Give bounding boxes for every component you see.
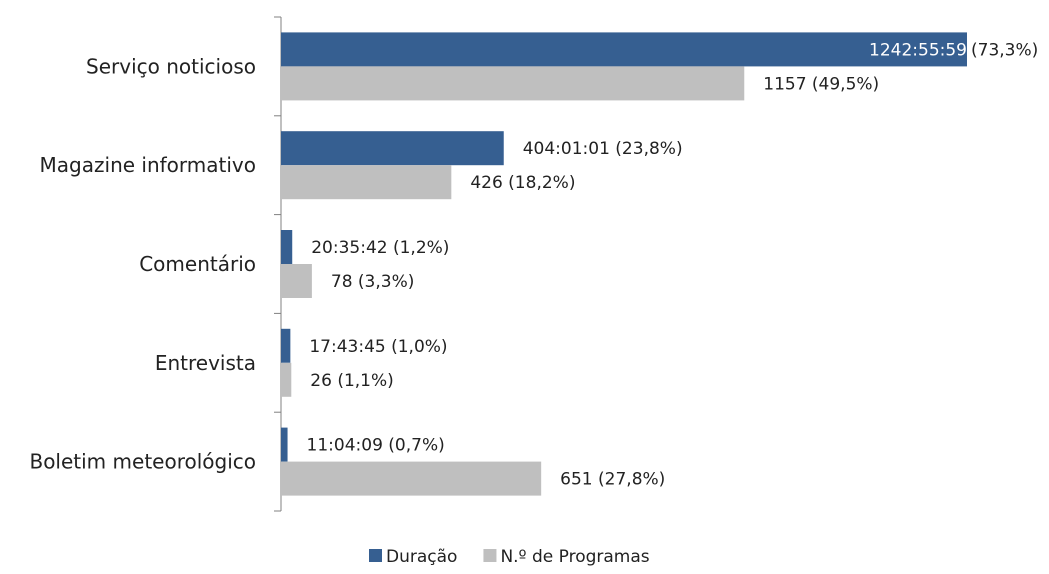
axis-layer bbox=[274, 16, 282, 512]
data-label: 11:04:09 (0,7%) bbox=[307, 436, 445, 456]
data-label: 78 (3,3%) bbox=[331, 272, 415, 292]
bar-n-programas bbox=[281, 165, 452, 200]
bar-n-programas bbox=[281, 66, 745, 101]
category-label: Entrevista bbox=[155, 351, 256, 375]
legend: Duração N.º de Programas bbox=[369, 547, 650, 567]
data-label: 20:35:42 (1,2%) bbox=[311, 238, 449, 258]
category-label: Serviço noticioso bbox=[86, 54, 256, 78]
bar-duracao bbox=[281, 230, 293, 264]
legend-label: N.º de Programas bbox=[500, 547, 649, 567]
data-label: 26 (1,1%) bbox=[310, 371, 394, 391]
bar-n-programas bbox=[281, 461, 542, 496]
bar-n-programas bbox=[281, 264, 312, 298]
labels-layer: Serviço noticioso 1242:55:59 (73,3%) 1157 (… bbox=[29, 40, 1038, 489]
bar-duracao bbox=[281, 32, 967, 67]
category-label: Magazine informativo bbox=[40, 153, 256, 177]
bar-duracao bbox=[281, 131, 504, 166]
category-label: Comentário bbox=[139, 252, 256, 276]
legend-swatch-n-programas bbox=[483, 549, 497, 562]
legend-swatch-duracao bbox=[369, 549, 382, 562]
data-label: 651 (27,8%) bbox=[560, 470, 665, 490]
data-label: 426 (18,2%) bbox=[470, 173, 575, 193]
legend-label: Duração bbox=[386, 547, 457, 567]
data-label: 17:43:45 (1,0%) bbox=[309, 337, 447, 357]
bar-duracao bbox=[281, 328, 291, 363]
data-label: 404:01:01 (23,8%) bbox=[523, 139, 683, 159]
data-label: 1157 (49,5%) bbox=[763, 74, 879, 94]
data-label: 1242:55:59 bbox=[869, 40, 967, 60]
data-label-percent: (73,3%) bbox=[971, 40, 1038, 60]
bar-duracao bbox=[281, 427, 288, 462]
bars-layer bbox=[281, 32, 967, 496]
category-label: Boletim meteorológico bbox=[29, 450, 256, 474]
bar-n-programas bbox=[281, 362, 292, 397]
